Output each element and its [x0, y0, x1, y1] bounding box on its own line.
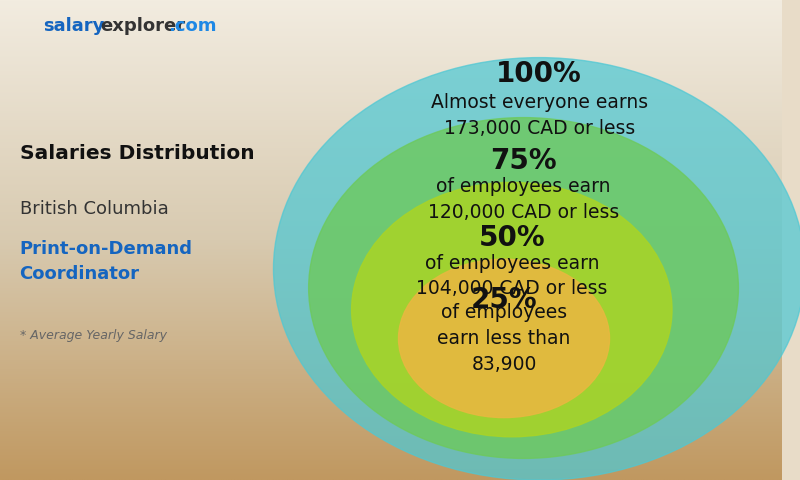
Text: British Columbia: British Columbia — [19, 200, 168, 218]
Text: Almost everyone earns
173,000 CAD or less: Almost everyone earns 173,000 CAD or les… — [430, 93, 648, 138]
Text: .com: .com — [168, 17, 217, 36]
Ellipse shape — [398, 259, 610, 418]
Text: explorer: explorer — [100, 17, 185, 36]
Text: Print-on-Demand
Coordinator: Print-on-Demand Coordinator — [19, 240, 193, 283]
Ellipse shape — [274, 58, 800, 480]
Text: of employees
earn less than
83,900: of employees earn less than 83,900 — [438, 303, 570, 373]
Text: 75%: 75% — [490, 147, 557, 175]
Text: Salaries Distribution: Salaries Distribution — [19, 144, 254, 163]
Ellipse shape — [309, 118, 738, 458]
Text: of employees earn
120,000 CAD or less: of employees earn 120,000 CAD or less — [428, 177, 619, 222]
Text: of employees earn
104,000 CAD or less: of employees earn 104,000 CAD or less — [416, 253, 607, 299]
Text: 25%: 25% — [470, 286, 538, 314]
Text: * Average Yearly Salary: * Average Yearly Salary — [19, 329, 166, 343]
Text: 100%: 100% — [496, 60, 582, 88]
Text: salary: salary — [43, 17, 104, 36]
Text: 50%: 50% — [478, 224, 545, 252]
Ellipse shape — [352, 182, 672, 437]
